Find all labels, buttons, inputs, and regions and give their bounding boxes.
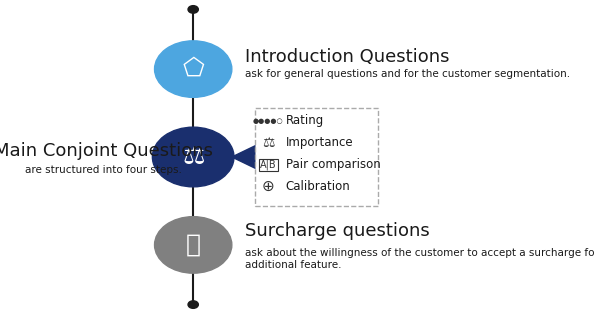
Text: A|B: A|B xyxy=(260,160,277,170)
Text: Main Conjoint Questions: Main Conjoint Questions xyxy=(0,142,213,160)
Text: ⊕: ⊕ xyxy=(262,179,274,194)
Text: ⬠: ⬠ xyxy=(182,57,204,81)
Text: Surcharge questions: Surcharge questions xyxy=(245,222,429,240)
Circle shape xyxy=(153,127,234,187)
Text: Rating: Rating xyxy=(286,114,324,127)
Text: ask for general questions and for the customer segmentation.: ask for general questions and for the cu… xyxy=(245,69,570,79)
Text: Pair comparison: Pair comparison xyxy=(286,158,380,171)
Text: 👤: 👤 xyxy=(186,233,201,257)
Text: Calibration: Calibration xyxy=(286,180,350,193)
Text: are structured into four steps.: are structured into four steps. xyxy=(24,165,181,175)
Text: ask about the willingness of the customer to accept a surcharge for a
additional: ask about the willingness of the custome… xyxy=(245,248,594,270)
Circle shape xyxy=(154,41,232,97)
FancyBboxPatch shape xyxy=(255,108,378,206)
Circle shape xyxy=(188,6,198,13)
Text: Introduction Questions: Introduction Questions xyxy=(245,47,449,66)
Circle shape xyxy=(154,217,232,273)
Text: ●●●●○: ●●●●○ xyxy=(253,118,284,124)
Text: Importance: Importance xyxy=(286,136,353,149)
Polygon shape xyxy=(232,111,326,203)
Circle shape xyxy=(188,301,198,308)
Text: ⚖: ⚖ xyxy=(182,145,204,169)
Text: ⚖: ⚖ xyxy=(262,136,274,150)
